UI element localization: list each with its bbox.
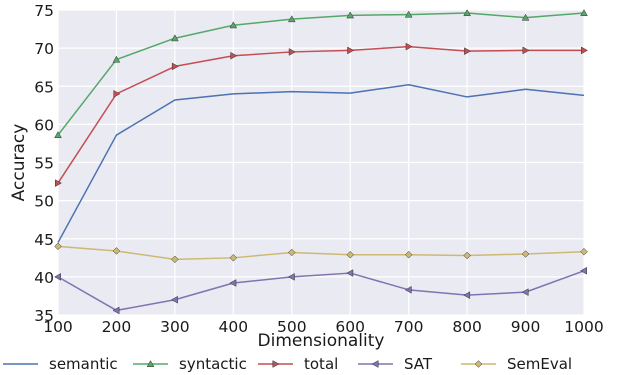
series-line	[57, 45, 584, 184]
data-point	[170, 295, 178, 304]
data-point	[347, 46, 355, 55]
data-point	[171, 255, 179, 264]
series-group	[54, 9, 588, 315]
x-tick-label: 200	[102, 318, 132, 336]
data-point	[54, 273, 61, 281]
y-tick-label: 60	[34, 116, 54, 134]
data-point	[112, 247, 121, 255]
x-tick-labels: 100 200 300 400 500 600 700 800 900 1000	[43, 318, 604, 336]
data-point	[171, 34, 179, 42]
data-point	[171, 62, 179, 71]
y-tick-label: 70	[34, 40, 54, 58]
y-tick-label: 40	[34, 269, 54, 287]
series-semeval	[54, 242, 588, 264]
y-tick-labels: 35 40 45 50 55 60 65 70 75	[34, 2, 54, 325]
data-point	[580, 247, 588, 256]
series-line	[57, 245, 585, 261]
series-line	[57, 12, 585, 136]
x-tick-label: 400	[219, 318, 249, 336]
data-point	[404, 251, 413, 259]
x-tick-label: 600	[335, 318, 365, 336]
legend-label: syntactic	[179, 355, 247, 373]
data-point	[287, 273, 295, 281]
x-tick-label: 100	[43, 318, 73, 336]
y-tick-label: 65	[34, 78, 54, 96]
legend-item-syntactic: syntactic	[133, 355, 247, 373]
legend: semantic syntactic total SAT SemEval	[3, 355, 572, 373]
x-tick-label: 300	[160, 318, 190, 336]
data-point	[404, 10, 413, 18]
data-point	[288, 48, 296, 56]
data-point	[405, 42, 413, 51]
series-semantic	[57, 83, 585, 243]
legend-label: SemEval	[507, 355, 572, 373]
legend-item-semantic: semantic	[3, 355, 118, 373]
data-point	[346, 11, 355, 19]
data-point	[346, 251, 354, 259]
series-line	[57, 83, 585, 243]
data-point	[55, 179, 62, 187]
data-point	[287, 15, 296, 23]
data-point	[54, 242, 62, 251]
x-tick-label: 1000	[564, 318, 603, 336]
y-tick-label: 45	[34, 231, 54, 249]
data-point	[54, 131, 62, 139]
data-point	[522, 46, 530, 55]
legend-label: semantic	[49, 355, 118, 373]
series-sat	[54, 266, 587, 315]
data-point	[521, 250, 530, 258]
x-tick-label: 500	[277, 318, 307, 336]
data-point	[521, 13, 530, 21]
y-tick-label: 75	[34, 2, 54, 20]
data-point	[113, 90, 121, 98]
data-point	[229, 254, 238, 262]
data-point	[580, 9, 588, 17]
data-point	[404, 286, 412, 294]
data-point	[474, 360, 483, 368]
y-tick-label: 55	[34, 155, 54, 173]
data-point	[112, 306, 120, 315]
data-point	[112, 55, 121, 63]
data-point	[371, 360, 379, 368]
y-axis-label: Accuracy	[9, 124, 29, 202]
series-line	[57, 270, 585, 312]
legend-item-sat: SAT	[358, 355, 433, 373]
x-axis-label: Dimensionality	[258, 331, 385, 351]
data-point	[521, 288, 529, 296]
y-tick-label: 35	[34, 307, 54, 325]
series-syntactic	[54, 9, 588, 139]
legend-item-semeval: SemEval	[461, 355, 572, 373]
data-point	[288, 248, 296, 257]
legend-label: total	[304, 355, 338, 373]
data-point	[464, 47, 472, 55]
data-point	[346, 269, 354, 277]
data-point	[463, 9, 471, 17]
data-point	[229, 279, 237, 287]
data-point	[146, 360, 155, 367]
legend-label: SAT	[404, 355, 433, 373]
legend-item-total: total	[258, 355, 338, 373]
data-point	[580, 266, 587, 275]
data-point	[581, 46, 588, 55]
y-tick-label: 50	[34, 193, 54, 211]
data-point	[230, 51, 238, 60]
data-point	[272, 360, 280, 368]
data-point	[463, 291, 471, 299]
data-point	[463, 251, 471, 260]
data-point	[229, 21, 238, 29]
series-total	[55, 42, 588, 187]
x-tick-label: 700	[394, 318, 424, 336]
x-tick-label: 800	[452, 318, 482, 336]
x-tick-label: 900	[511, 318, 541, 336]
